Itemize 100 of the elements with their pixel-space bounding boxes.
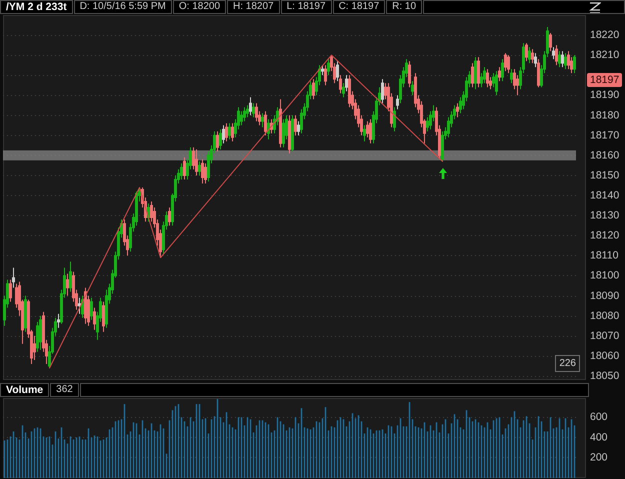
candlestick [486, 68, 489, 88]
candlestick [246, 104, 249, 118]
candlestick [528, 46, 531, 64]
candlestick [216, 130, 219, 152]
candlestick [456, 102, 459, 118]
candlestick [93, 307, 96, 330]
candlestick [573, 54, 576, 74]
y-tick-label: 18170 [590, 129, 620, 142]
candlestick [393, 106, 396, 132]
y-tick-label: 200 [590, 452, 608, 464]
candlestick [561, 50, 564, 68]
candlestick [327, 58, 330, 76]
candlestick [477, 56, 480, 88]
candlestick [411, 80, 414, 96]
y-tick-label: 18190 [590, 89, 620, 102]
candlestick [255, 102, 258, 122]
candlestick [525, 42, 528, 62]
candlestick [345, 74, 348, 92]
text: O: 18200 [178, 1, 220, 12]
candlestick [168, 207, 171, 226]
y-tick-label: 18100 [590, 270, 620, 282]
candlestick [279, 98, 282, 148]
candlestick [261, 112, 264, 128]
text: 18197 [590, 74, 620, 86]
candlestick [339, 74, 342, 94]
candlestick [507, 54, 510, 74]
text: D: 10/5/16 5:59 PM [80, 1, 166, 12]
y-tick-label: 400 [590, 431, 608, 444]
candlestick [78, 297, 81, 314]
y-tick-label: 18070 [590, 330, 620, 342]
candlestick [24, 295, 27, 332]
candlestick [282, 118, 285, 148]
candlestick [495, 70, 498, 96]
candlestick [252, 102, 255, 118]
candlestick [183, 156, 186, 180]
candlestick [240, 110, 243, 126]
candlestick [243, 106, 246, 122]
candlestick [225, 122, 228, 142]
candlestick [12, 267, 15, 288]
candlestick [396, 94, 399, 110]
candlestick [348, 74, 351, 108]
candlestick [558, 50, 561, 68]
candlestick [57, 313, 60, 328]
y-tick-label: 18110 [590, 250, 619, 262]
candlestick [336, 60, 339, 82]
y-tick-label: 18160 [590, 149, 620, 162]
y-tick-label: 18180 [590, 109, 620, 122]
candlestick [534, 52, 537, 68]
y-tick-label: 18220 [590, 29, 620, 42]
y-tick-label: 18210 [590, 49, 620, 62]
candlestick [567, 50, 570, 70]
candlestick [531, 48, 534, 64]
candlestick [180, 162, 183, 180]
candlestick [537, 58, 540, 88]
candlestick [510, 68, 513, 84]
candlestick [231, 122, 234, 142]
annotation: 226 [559, 358, 576, 369]
candlestick [564, 52, 567, 70]
candlestick [498, 66, 501, 82]
candlestick [84, 287, 87, 324]
candlestick [552, 46, 555, 60]
candlestick [408, 60, 411, 88]
candlestick [69, 261, 72, 292]
candlestick [363, 124, 366, 142]
candlestick [297, 120, 300, 136]
candlestick [90, 297, 93, 320]
chart-title: Volume [6, 384, 44, 396]
candlestick [288, 114, 291, 154]
y-tick-label: 18050 [590, 370, 620, 382]
candlestick [264, 110, 267, 136]
candlestick [195, 148, 198, 176]
candlestick [66, 273, 69, 296]
y-tick-label: 18080 [590, 310, 620, 322]
candlestick [291, 114, 294, 152]
candlestick [228, 122, 231, 140]
candlestick [555, 44, 558, 66]
y-tick-label: 18120 [590, 230, 620, 242]
candlestick [471, 62, 474, 88]
candlestick [9, 279, 12, 302]
text: C: 18197 [338, 1, 380, 12]
candlestick [501, 58, 504, 82]
candlestick [219, 128, 222, 150]
y-tick-label: 18090 [590, 290, 620, 302]
text: L: 18197 [286, 1, 326, 12]
candlestick [474, 56, 477, 90]
y-tick-label: 600 [590, 411, 608, 424]
candlestick [294, 114, 297, 136]
candlestick [204, 162, 207, 184]
candlestick [312, 78, 315, 100]
candlestick [222, 124, 225, 144]
text: H: 18207 [233, 1, 274, 12]
candlestick [249, 96, 252, 116]
y-tick-label: 18130 [590, 210, 620, 222]
text: 362 [56, 384, 73, 395]
candlestick [342, 82, 345, 98]
candlestick [321, 64, 324, 76]
candlestick [369, 118, 372, 144]
candlestick [198, 160, 201, 176]
candlestick [39, 315, 42, 350]
y-tick-label: 18150 [590, 169, 620, 182]
